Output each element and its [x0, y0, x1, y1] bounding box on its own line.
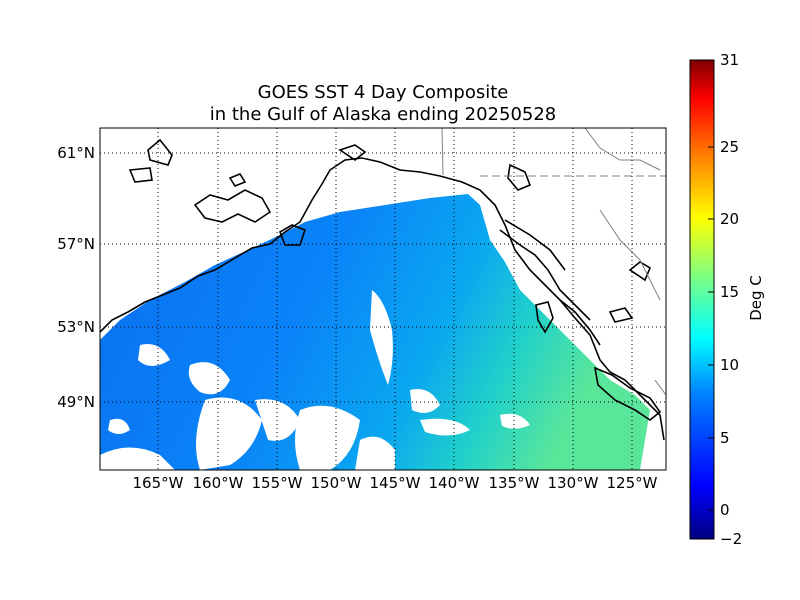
- colorbar-tick-label: 15: [720, 283, 740, 301]
- lon-label: 155°W: [251, 474, 303, 492]
- lon-label: 135°W: [488, 474, 540, 492]
- lon-label: 160°W: [192, 474, 244, 492]
- lat-label: 61°N: [57, 144, 95, 162]
- colorbar-tick-label: 25: [720, 138, 740, 156]
- lat-label: 57°N: [57, 235, 95, 253]
- colorbar-tick-label: 10: [720, 356, 740, 374]
- map-frame: [99, 127, 667, 471]
- lon-label: 140°W: [428, 474, 480, 492]
- colorbar-tick-label: 20: [720, 210, 740, 228]
- lon-label: 150°W: [310, 474, 362, 492]
- lon-label: 145°W: [369, 474, 421, 492]
- colorbar-tick-label: 0: [720, 501, 730, 519]
- map-title-line1: GOES SST 4 Day Composite: [257, 82, 509, 103]
- graticule: [100, 128, 666, 470]
- colorbar-label: Deg C: [747, 275, 765, 321]
- lon-label: 125°W: [606, 474, 658, 492]
- colorbar: [689, 59, 715, 540]
- colorbar-tick-label: 31: [720, 51, 740, 69]
- colorbar-ticks: [708, 59, 714, 511]
- lat-label: 53°N: [57, 318, 95, 336]
- lat-label: 49°N: [57, 393, 95, 411]
- map-title-line2: in the Gulf of Alaska ending 20250528: [209, 104, 557, 125]
- colorbar-tick-label: 5: [720, 429, 730, 447]
- lon-label: 130°W: [547, 474, 599, 492]
- lon-label: 165°W: [132, 474, 184, 492]
- colorbar-tick-label: −2: [720, 530, 743, 548]
- political-borders: [441, 128, 666, 396]
